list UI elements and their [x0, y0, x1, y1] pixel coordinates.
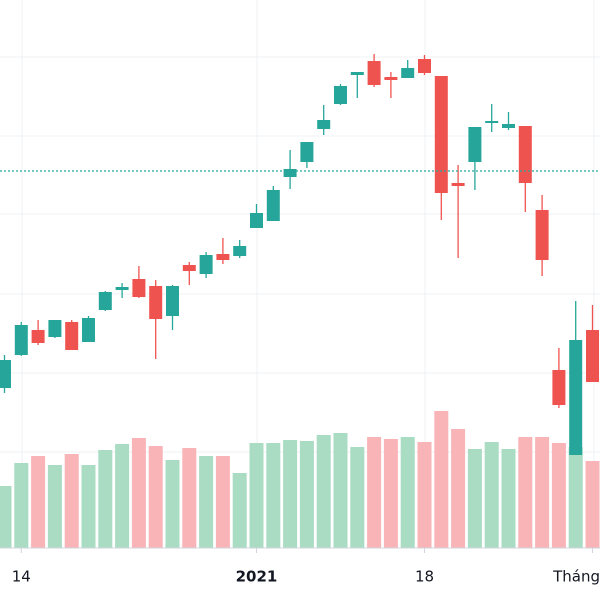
volume-bar — [266, 443, 281, 548]
volume-bar — [535, 437, 550, 548]
volume-bar — [64, 454, 79, 548]
volume-bar — [98, 450, 113, 548]
volume-bar — [31, 456, 46, 548]
volume-bar — [333, 433, 348, 548]
x-tick-label: 2021 — [236, 568, 278, 586]
candle-body — [115, 287, 129, 290]
candle-body — [266, 190, 280, 221]
grid — [0, 56, 600, 453]
candle-body — [182, 265, 196, 271]
candle-body — [518, 126, 532, 183]
volume-bar — [383, 439, 398, 548]
candle-body — [65, 322, 79, 350]
volume-bar — [47, 465, 62, 548]
candle-body — [485, 121, 499, 123]
candle-body — [283, 169, 297, 177]
candle-body — [48, 320, 62, 337]
volume-bar — [434, 411, 449, 548]
candle-body — [535, 210, 549, 260]
candle-body — [216, 254, 230, 260]
volume-bar — [484, 442, 499, 548]
volume-bar — [81, 465, 96, 548]
volume-bar — [249, 443, 264, 548]
x-tick-label: Tháng — [552, 568, 600, 586]
volume-bar — [182, 448, 197, 548]
volume-bar — [0, 486, 12, 548]
candle-body — [586, 330, 599, 382]
candle-body — [82, 318, 95, 342]
volume — [0, 411, 600, 548]
volume-bar — [148, 446, 163, 548]
volume-bar — [585, 461, 600, 548]
volume-bar — [232, 473, 247, 548]
candle-body — [98, 292, 112, 310]
candle-body — [0, 360, 11, 388]
candle-body — [334, 86, 347, 104]
candle-body — [401, 68, 415, 78]
candles — [0, 54, 600, 455]
candle-body — [300, 142, 314, 162]
volume-bar — [350, 447, 365, 548]
candle-body — [569, 340, 583, 455]
volume-bar — [299, 441, 314, 548]
x-tick-label: 14 — [12, 568, 31, 586]
candle-body — [418, 59, 431, 73]
candle-body — [233, 246, 247, 256]
volume-bar — [551, 443, 566, 548]
volume-bar — [115, 444, 130, 548]
volume-bar — [165, 460, 180, 548]
volume-bar — [367, 437, 382, 548]
candle-body — [317, 120, 331, 129]
candle-body — [451, 183, 465, 186]
volume-bar — [518, 437, 533, 548]
candle-body — [367, 61, 381, 85]
candle-body — [199, 255, 213, 274]
volume-bar — [14, 463, 29, 548]
volume-bar — [316, 435, 331, 548]
candle-body — [149, 286, 163, 319]
volume-bar — [568, 447, 583, 548]
candle-body — [132, 279, 146, 297]
volume-bar — [215, 456, 230, 548]
volume-bar — [467, 449, 482, 548]
candle-body — [468, 127, 482, 162]
volume-bar — [131, 438, 146, 548]
candle-body — [502, 124, 515, 128]
candle-body — [384, 77, 398, 80]
volume-bar — [417, 442, 432, 548]
volume-bar — [199, 456, 214, 548]
candle-body — [14, 325, 28, 355]
volume-bar — [501, 449, 516, 548]
volume-bar — [451, 429, 466, 548]
candle-body — [552, 370, 566, 405]
x-tick-label: 18 — [415, 568, 434, 586]
candle-body — [350, 72, 364, 75]
volume-bar — [400, 437, 415, 548]
candle-body — [250, 213, 263, 228]
candle-body — [434, 76, 448, 193]
x-axis: 14 2021 18 Tháng — [0, 547, 600, 586]
candle-body — [31, 330, 45, 343]
volume-bar — [283, 440, 298, 548]
candle-body — [166, 286, 179, 316]
